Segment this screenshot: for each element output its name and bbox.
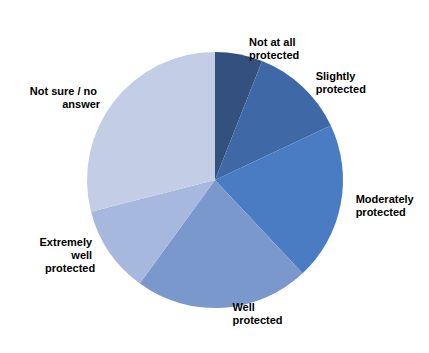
svg-text:protected: protected bbox=[45, 262, 95, 274]
svg-text:protected: protected bbox=[249, 49, 299, 61]
svg-text:protected: protected bbox=[356, 206, 406, 218]
svg-text:protected: protected bbox=[232, 314, 282, 326]
svg-text:Not sure / no: Not sure / no bbox=[30, 85, 100, 97]
svg-text:Extremely: Extremely bbox=[40, 236, 96, 248]
svg-text:Moderately: Moderately bbox=[356, 193, 417, 205]
svg-text:Slightly: Slightly bbox=[316, 70, 359, 82]
svg-text:Well: Well bbox=[232, 301, 257, 313]
svg-text:well: well bbox=[70, 249, 95, 261]
svg-text:answer: answer bbox=[62, 98, 101, 110]
svg-text:Not at all: Not at all bbox=[249, 36, 299, 48]
svg-text:protected: protected bbox=[316, 83, 366, 95]
